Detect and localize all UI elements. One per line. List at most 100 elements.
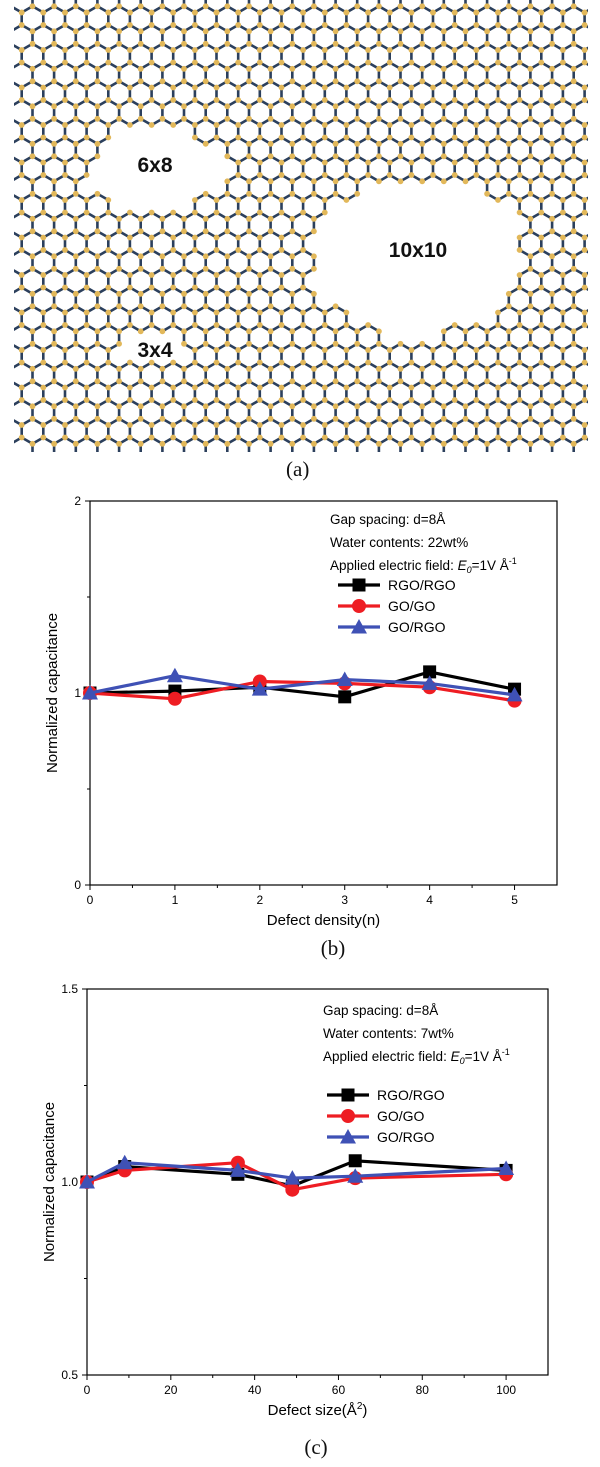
x-tick-label: 40 (248, 1383, 262, 1397)
lattice-atom (148, 359, 155, 366)
lattice-atom (94, 415, 101, 422)
lattice-atom (137, 440, 144, 447)
lattice-atom (94, 365, 101, 372)
lattice-atom (549, 290, 555, 297)
lattice-atom (311, 190, 317, 197)
data-point (423, 665, 437, 679)
lattice-atom (105, 322, 112, 328)
lattice-atom (408, 97, 415, 103)
lattice-atom (116, 290, 122, 297)
lattice-atom (376, 378, 382, 385)
lattice-atom (159, 253, 166, 260)
lattice-atom (593, 216, 599, 222)
lattice-atom (83, 97, 90, 103)
lattice-atom (332, 178, 339, 185)
lattice-atom (40, 197, 47, 203)
y-tick-label: 0.5 (61, 1368, 78, 1382)
lattice-atom (62, 234, 68, 241)
lattice-atom (0, 385, 3, 391)
lattice-atom (116, 40, 122, 47)
lattice-atom (593, 366, 599, 372)
lattice-atom (570, 78, 577, 85)
lattice-atom (29, 3, 36, 10)
lattice-atom (83, 159, 90, 166)
x-tick-label: 80 (416, 1383, 430, 1397)
lattice-atom (246, 328, 252, 335)
lattice-atom (51, 365, 57, 372)
lattice-atom (137, 40, 144, 47)
lattice-atom (83, 347, 90, 353)
lattice-atom (213, 384, 220, 391)
lattice-atom (94, 78, 101, 85)
lattice-atom (51, 265, 57, 272)
lattice-atom (213, 197, 220, 203)
lattice-atom (495, 309, 501, 316)
lattice-atom (408, 59, 415, 66)
lattice-atom (560, 209, 566, 216)
lattice-atom (495, 122, 501, 128)
lattice-atom (593, 266, 599, 272)
lattice-atom (495, 59, 501, 66)
lattice-atom (126, 84, 133, 91)
lattice-atom (593, 3, 599, 9)
lattice-atom (62, 134, 68, 141)
lattice-atom (40, 434, 47, 441)
lattice-atom (593, 291, 599, 297)
lattice-atom (40, 9, 47, 16)
lattice-atom (224, 115, 231, 122)
lattice-atom (116, 340, 122, 347)
lattice-atom (235, 9, 242, 16)
lattice-atom (256, 247, 263, 253)
lattice-atom (570, 253, 577, 260)
lattice-atom (343, 384, 350, 391)
lattice-atom (495, 172, 501, 178)
lattice-atom (430, 9, 436, 16)
lattice-atom (278, 347, 285, 353)
lattice-atom (332, 40, 339, 47)
lattice-atom (593, 78, 599, 84)
lattice-atom (570, 40, 577, 47)
lattice-atom (0, 10, 3, 16)
data-point (116, 1154, 133, 1170)
lattice-atom (235, 122, 242, 128)
lattice-atom (495, 397, 501, 403)
lattice-atom (462, 403, 469, 410)
lattice-atom (18, 159, 25, 166)
lattice-atom (181, 40, 187, 47)
lattice-atom (289, 328, 296, 335)
lattice-atom (83, 22, 90, 28)
lattice-atom (137, 103, 144, 110)
lattice-atom (527, 65, 534, 72)
lattice-atom (137, 65, 144, 72)
lattice-atom (126, 272, 133, 278)
lattice-atom (538, 309, 545, 316)
lattice-atom (560, 434, 566, 441)
lattice-atom (83, 9, 90, 16)
lattice-atom (570, 190, 577, 197)
lattice-atom (192, 197, 198, 203)
lattice-atom (397, 65, 404, 72)
lattice-atom (62, 59, 68, 66)
lattice-atom (495, 134, 501, 141)
lattice-atom (386, 122, 393, 128)
lattice-atom (300, 47, 306, 53)
lattice-atom (300, 309, 306, 316)
lattice-atom (440, 115, 447, 122)
plot-frame (86, 988, 549, 1376)
lattice-atom (397, 40, 404, 47)
lattice-atom (8, 403, 14, 409)
lattice-atom (289, 65, 296, 72)
lattice-atom (289, 365, 296, 372)
lattice-atom (192, 434, 198, 441)
lattice-atom (581, 172, 588, 178)
lattice-atom (29, 178, 36, 185)
lattice-atom (224, 215, 231, 222)
legend-entry: GO/RGO (338, 619, 446, 635)
lattice-atom (8, 116, 14, 122)
lattice-atom (62, 322, 68, 328)
lattice-atom (538, 284, 545, 291)
lattice-atom (40, 47, 47, 53)
lattice-atom (343, 47, 350, 53)
lattice-atom (386, 97, 393, 103)
lattice-atom (365, 172, 371, 178)
